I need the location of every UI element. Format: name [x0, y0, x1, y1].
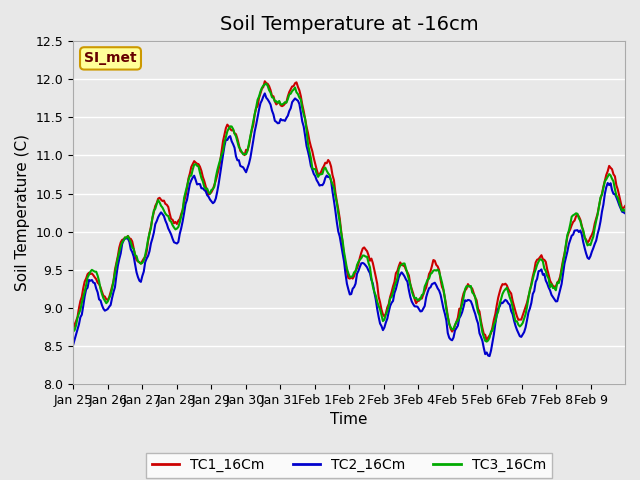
Line: TC3_16Cm: TC3_16Cm	[73, 84, 625, 342]
Line: TC1_16Cm: TC1_16Cm	[73, 81, 625, 341]
TC1_16Cm	[106, 294, 113, 300]
TC2_16Cm	[464, 297, 472, 303]
TC1_16Cm	[355, 261, 362, 267]
TC3_16Cm	[69, 329, 77, 335]
TC1_16Cm	[620, 205, 627, 211]
TC2_16Cm	[106, 304, 113, 310]
TC3_16Cm	[620, 206, 627, 212]
TC1_16Cm	[621, 203, 629, 209]
TC2_16Cm	[261, 91, 269, 96]
Y-axis label: Soil Temperature (C): Soil Temperature (C)	[15, 134, 30, 291]
TC3_16Cm	[483, 339, 490, 345]
TC2_16Cm	[88, 277, 96, 283]
TC2_16Cm	[69, 342, 77, 348]
TC3_16Cm	[355, 259, 362, 264]
TC3_16Cm	[106, 295, 113, 301]
TC2_16Cm	[548, 292, 556, 298]
TC3_16Cm	[464, 283, 472, 289]
TC1_16Cm	[483, 338, 490, 344]
X-axis label: Time: Time	[330, 412, 368, 427]
TC2_16Cm	[355, 268, 362, 274]
TC1_16Cm	[464, 281, 472, 287]
TC1_16Cm	[548, 281, 556, 287]
Line: TC2_16Cm: TC2_16Cm	[73, 94, 625, 356]
TC1_16Cm	[69, 326, 77, 332]
Legend: TC1_16Cm, TC2_16Cm, TC3_16Cm: TC1_16Cm, TC2_16Cm, TC3_16Cm	[146, 453, 552, 478]
TC2_16Cm	[486, 353, 493, 359]
Text: SI_met: SI_met	[84, 51, 137, 65]
TC3_16Cm	[621, 208, 629, 214]
TC2_16Cm	[620, 209, 627, 215]
TC1_16Cm	[261, 78, 269, 84]
TC1_16Cm	[88, 271, 96, 276]
TC2_16Cm	[621, 210, 629, 216]
Title: Soil Temperature at -16cm: Soil Temperature at -16cm	[220, 15, 478, 34]
TC3_16Cm	[548, 281, 556, 287]
TC3_16Cm	[88, 267, 96, 273]
TC3_16Cm	[262, 81, 270, 86]
